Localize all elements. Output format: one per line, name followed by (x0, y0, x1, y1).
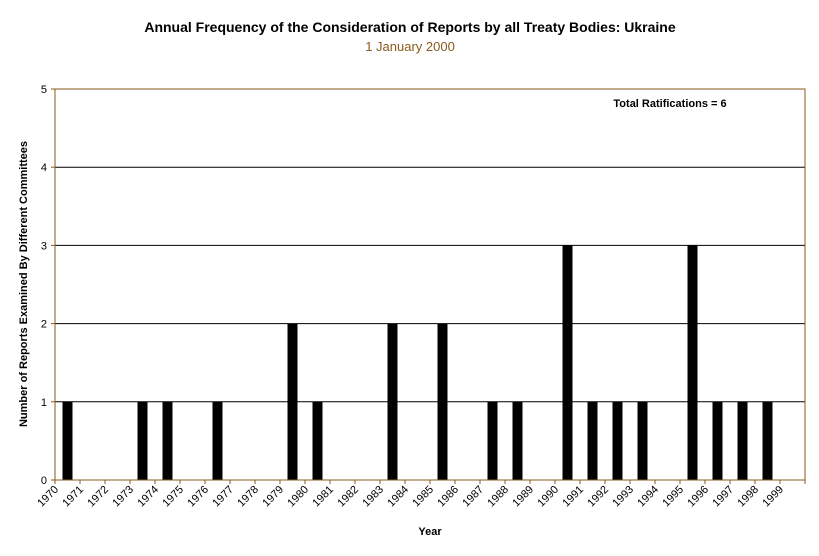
x-tick-label: 1987 (460, 484, 486, 510)
y-tick-label: 1 (41, 397, 47, 409)
bars (62, 245, 773, 480)
x-tick-label: 1995 (660, 484, 686, 510)
x-tick-label: 1978 (235, 484, 261, 510)
bar-1995 (687, 245, 698, 480)
x-tick-label: 1974 (135, 484, 161, 510)
bar-1983 (387, 323, 398, 480)
bar-1980 (312, 401, 323, 480)
x-tick-label: 1989 (510, 484, 536, 510)
x-tick-label: 1970 (35, 484, 61, 510)
x-tick-label: 1994 (635, 484, 661, 510)
y-tick-labels: 0 1 2 3 4 5 (41, 84, 47, 487)
bar-1985 (437, 323, 448, 480)
bar-1988 (512, 401, 523, 480)
x-tick-label: 1991 (560, 484, 586, 510)
x-tick-label: 1988 (485, 484, 511, 510)
chart-subtitle: 1 January 2000 (365, 39, 455, 54)
chart-title: Annual Frequency of the Consideration of… (144, 19, 676, 35)
bar-1993 (637, 401, 648, 480)
x-tick-label: 1983 (360, 484, 386, 510)
y-tick-label: 5 (41, 84, 47, 96)
y-tick-label: 2 (41, 319, 47, 331)
x-tick-label: 1971 (60, 484, 86, 510)
axes (51, 88, 806, 484)
y-axis-label: Number of Reports Examined By Different … (18, 141, 30, 427)
x-tick-label: 1985 (410, 484, 436, 510)
x-tick-label: 1980 (285, 484, 311, 510)
bar-1973 (137, 401, 148, 480)
y-tick-label: 4 (41, 162, 47, 174)
x-tick-label: 1979 (260, 484, 286, 510)
bar-1970 (62, 401, 73, 480)
y-tick-label: 0 (41, 475, 47, 487)
x-tick-label: 1990 (535, 484, 561, 510)
x-tick-label: 1982 (335, 484, 361, 510)
x-tick-label: 1984 (385, 484, 411, 510)
bar-1996 (712, 401, 723, 480)
bar-1987 (487, 401, 498, 480)
x-tick-label: 1976 (185, 484, 211, 510)
bar-1979 (287, 323, 298, 480)
x-tick-label: 1996 (685, 484, 711, 510)
x-tick-label: 1981 (310, 484, 336, 510)
x-tick-label: 1999 (760, 484, 786, 510)
x-tick-label: 1977 (210, 484, 236, 510)
bar-1998 (762, 401, 773, 480)
bar-1991 (587, 401, 598, 480)
bar-1992 (612, 401, 623, 480)
y-tick-label: 3 (41, 240, 47, 252)
x-tick-label: 1992 (585, 484, 611, 510)
annotation-total-ratifications: Total Ratifications = 6 (613, 98, 726, 110)
bar-1997 (737, 401, 748, 480)
x-tick-label: 1973 (110, 484, 136, 510)
x-tick-label: 1986 (435, 484, 461, 510)
x-tick-label: 1972 (85, 484, 111, 510)
x-tick-labels: 1970 1971 1972 1973 1974 1975 1976 1977 1978 1979… (35, 484, 786, 510)
bar-1990 (562, 245, 573, 480)
bar-1976 (212, 401, 223, 480)
x-tick-label: 1998 (735, 484, 761, 510)
grid-lines (55, 166, 805, 403)
x-axis-label: Year (418, 526, 442, 538)
x-tick-label: 1975 (160, 484, 186, 510)
x-tick-label: 1993 (610, 484, 636, 510)
x-tick-label: 1997 (710, 484, 736, 510)
bar-1974 (162, 401, 173, 480)
